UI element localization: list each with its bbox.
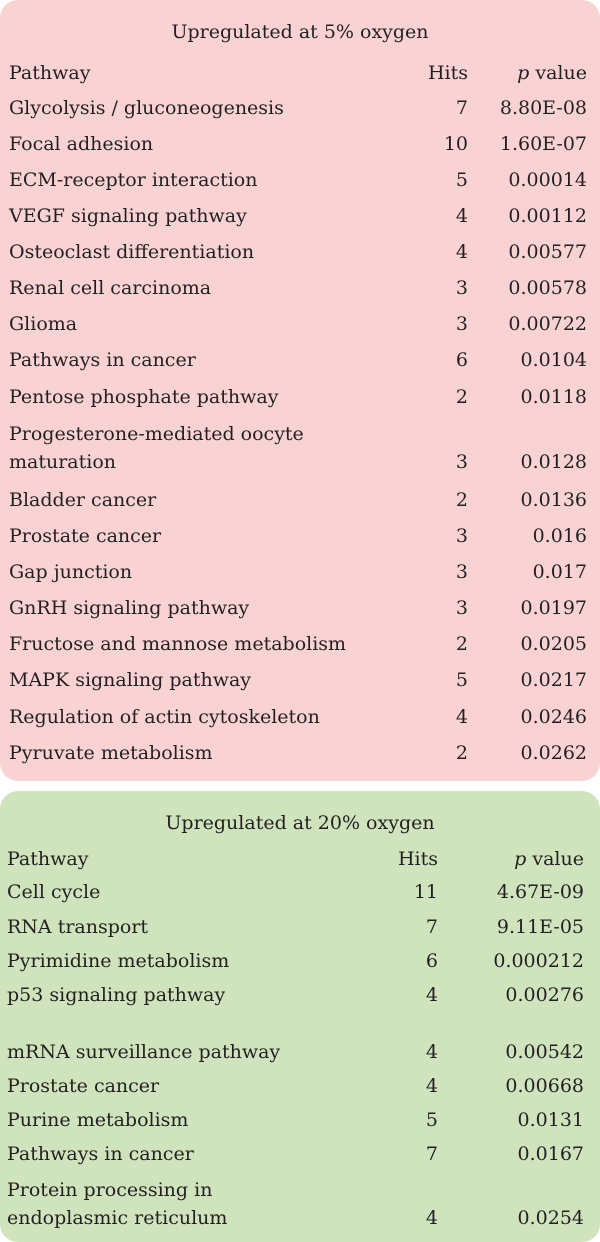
table-upregulated-20pct: Upregulated at 20% oxygen Pathway Hits p… <box>0 791 600 1242</box>
pathway-name: Pyruvate metabolism <box>9 742 213 764</box>
pathway-name: Prostate cancer <box>7 1075 160 1097</box>
p-value: 4.67E-09 <box>496 881 584 903</box>
hits-value: 4 <box>455 706 468 728</box>
header-pathway: Pathway <box>9 62 91 84</box>
p-value: 0.0104 <box>520 349 587 371</box>
hits-value: 4 <box>425 1075 438 1097</box>
pathway-name: Pathways in cancer <box>9 349 196 371</box>
pathway-name: mRNA surveillance pathway <box>7 1041 281 1063</box>
hits-value: 3 <box>455 525 468 547</box>
pathway-name: Glioma <box>9 313 78 335</box>
p-value: 0.00578 <box>508 277 587 299</box>
pathway-name: Progesterone-mediated oocyte <box>9 423 304 445</box>
pathway-name: Osteoclast differentiation <box>9 241 255 263</box>
p-value: 0.0217 <box>520 669 587 691</box>
pathway-name: Renal cell carcinoma <box>9 277 212 299</box>
p-value: 0.00112 <box>508 205 587 227</box>
p-value: 0.000212 <box>493 950 584 972</box>
pathway-name: Prostate cancer <box>9 525 162 547</box>
hits-value: 5 <box>455 169 468 191</box>
p-value: 8.80E-08 <box>499 97 587 119</box>
hits-value: 3 <box>455 277 468 299</box>
p-value: 0.0136 <box>520 489 587 511</box>
pathway-name: Regulation of actin cytoskeleton <box>9 706 320 728</box>
hits-value: 10 <box>443 133 468 155</box>
p-value: 0.00722 <box>508 313 587 335</box>
pathway-name: Cell cycle <box>7 881 101 903</box>
pathway-name: GnRH signaling pathway <box>9 597 250 619</box>
hits-value: 7 <box>455 97 468 119</box>
pathway-name: endoplasmic reticulum <box>7 1207 228 1229</box>
header-hits: Hits <box>427 62 468 84</box>
p-value: 9.11E-05 <box>496 916 584 938</box>
hits-value: 2 <box>455 489 468 511</box>
pathway-name: Gap junction <box>9 561 133 583</box>
hits-value: 4 <box>425 984 438 1006</box>
header-value-word: value <box>526 848 584 870</box>
hits-value: 6 <box>455 349 468 371</box>
p-value: 0.0262 <box>520 742 587 764</box>
hits-value: 4 <box>425 1041 438 1063</box>
p-value: 0.00276 <box>505 984 584 1006</box>
hits-value: 6 <box>425 950 438 972</box>
table-title: Upregulated at 20% oxygen <box>165 812 435 834</box>
p-value: 0.0205 <box>520 633 587 655</box>
hits-value: 3 <box>455 313 468 335</box>
header-p-value: p value <box>514 848 584 870</box>
pathway-name: Bladder cancer <box>9 489 157 511</box>
p-value: 0.016 <box>532 525 587 547</box>
table-title: Upregulated at 5% oxygen <box>171 21 429 43</box>
header-hits: Hits <box>397 848 438 870</box>
p-value: 0.0118 <box>520 386 587 408</box>
pathway-name: Fructose and mannose metabolism <box>9 633 347 655</box>
pathway-name: Glycolysis / gluconeogenesis <box>9 97 284 119</box>
p-value: 0.00577 <box>508 241 587 263</box>
hits-value: 3 <box>455 451 468 473</box>
pathway-name: MAPK signaling pathway <box>9 669 252 691</box>
hits-value: 3 <box>455 597 468 619</box>
pathway-name: RNA transport <box>7 916 149 938</box>
hits-value: 11 <box>413 881 438 903</box>
p-value: 0.00668 <box>505 1075 584 1097</box>
hits-value: 4 <box>425 1207 438 1229</box>
hits-value: 2 <box>455 386 468 408</box>
p-value: 0.0167 <box>517 1143 584 1165</box>
hits-value: 3 <box>455 561 468 583</box>
header-value-word: value <box>529 62 587 84</box>
pathway-name: Pentose phosphate pathway <box>9 386 279 408</box>
hits-value: 7 <box>425 916 438 938</box>
header-p-symbol: p <box>514 848 527 870</box>
p-value: 0.0254 <box>517 1207 584 1229</box>
hits-value: 2 <box>455 633 468 655</box>
p-value: 0.00542 <box>505 1041 584 1063</box>
p-value: 0.0131 <box>517 1109 584 1131</box>
table-upregulated-5pct: Upregulated at 5% oxygen Pathway Hits p … <box>0 0 600 781</box>
pathway-name: p53 signaling pathway <box>7 984 226 1006</box>
p-value: 0.0128 <box>520 451 587 473</box>
p-value: 0.0197 <box>520 597 587 619</box>
p-value: 1.60E-07 <box>499 133 587 155</box>
p-value: 0.00014 <box>508 169 587 191</box>
hits-value: 2 <box>455 742 468 764</box>
p-value: 0.0246 <box>520 706 587 728</box>
pathway-name: Focal adhesion <box>9 133 154 155</box>
pathway-name: Protein processing in <box>7 1179 213 1201</box>
pathway-name: Purine metabolism <box>7 1109 189 1131</box>
pathway-name: VEGF signaling pathway <box>9 205 247 227</box>
header-p-value: p value <box>517 62 587 84</box>
p-value: 0.017 <box>532 561 587 583</box>
pathway-name: Pathways in cancer <box>7 1143 194 1165</box>
pathway-name: Pyrimidine metabolism <box>7 950 230 972</box>
hits-value: 7 <box>425 1143 438 1165</box>
header-pathway: Pathway <box>7 848 89 870</box>
hits-value: 4 <box>455 241 468 263</box>
hits-value: 5 <box>455 669 468 691</box>
pathway-name: maturation <box>9 451 117 473</box>
hits-value: 4 <box>455 205 468 227</box>
header-p-symbol: p <box>517 62 530 84</box>
hits-value: 5 <box>425 1109 438 1131</box>
pathway-name: ECM-receptor interaction <box>9 169 258 191</box>
